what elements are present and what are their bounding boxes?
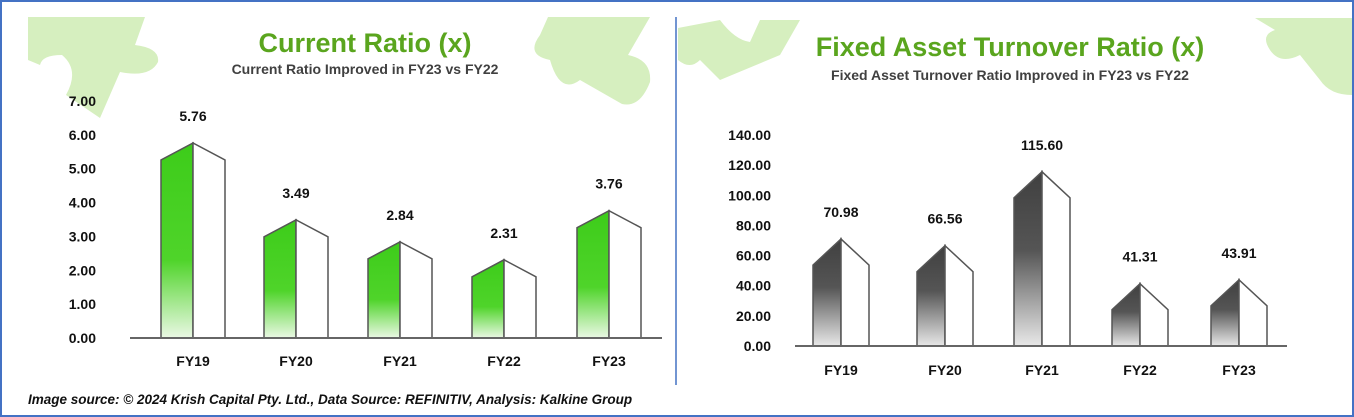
x-tick-label: FY23: [1222, 362, 1256, 378]
data-label: 41.31: [1122, 249, 1157, 265]
bar-right-face: [1139, 282, 1169, 347]
bar-left-face: [1013, 170, 1043, 347]
bar-right-face: [295, 218, 329, 339]
y-tick-label: 0.00: [69, 330, 96, 346]
x-tick-label: FY19: [176, 353, 210, 369]
chart-title: Current Ratio (x): [258, 28, 471, 58]
bar-right-face: [1238, 278, 1268, 347]
x-tick-label: FY23: [592, 353, 626, 369]
y-tick-label: 1.00: [69, 296, 96, 312]
y-tick-label: 0.00: [744, 338, 771, 354]
y-tick-label: 80.00: [736, 217, 771, 233]
x-tick-label: FY21: [383, 353, 417, 369]
source-note: Image source: © 2024 Krish Capital Pty. …: [28, 392, 633, 407]
data-label: 70.98: [823, 204, 858, 220]
current-ratio-chart: Current Ratio (x) Current Ratio Improved …: [69, 28, 662, 369]
bar-right-face: [1041, 170, 1071, 347]
y-tick-label: 5.00: [69, 161, 96, 177]
y-tick-label: 120.00: [728, 157, 771, 173]
chart-subtitle: Fixed Asset Turnover Ratio Improved in F…: [831, 67, 1189, 83]
bar-right-face: [840, 237, 870, 347]
bar-left-face: [367, 240, 401, 339]
x-tick-label: FY22: [487, 353, 521, 369]
bar-left-face: [812, 237, 842, 347]
y-tick-label: 20.00: [736, 308, 771, 324]
y-tick-label: 3.00: [69, 228, 96, 244]
bar-right-face: [944, 243, 974, 347]
bar-left-face: [576, 209, 610, 339]
bar-left-face: [160, 141, 194, 339]
y-tick-label: 100.00: [728, 187, 771, 203]
bar-left-face: [1111, 282, 1141, 347]
data-label: 3.49: [282, 185, 309, 201]
data-label: 115.60: [1021, 137, 1063, 153]
puzzle-decoration: [28, 17, 1352, 118]
y-tick-label: 6.00: [69, 127, 96, 143]
x-tick-label: FY22: [1123, 362, 1157, 378]
fixed-asset-turnover-chart: Fixed Asset Turnover Ratio (x) Fixed Asse…: [728, 32, 1287, 378]
y-tick-label: 2.00: [69, 262, 96, 278]
bar-right-face: [503, 258, 537, 339]
x-tick-label: FY21: [1025, 362, 1059, 378]
data-label: 3.76: [595, 176, 622, 192]
y-tick-label: 60.00: [736, 248, 771, 264]
bar-left-face: [263, 218, 297, 339]
chart-title: Fixed Asset Turnover Ratio (x): [816, 32, 1205, 62]
x-tick-label: FY20: [279, 353, 313, 369]
data-label: 2.31: [490, 225, 517, 241]
x-tick-label: FY20: [928, 362, 962, 378]
bar-left-face: [471, 258, 505, 339]
y-tick-label: 40.00: [736, 278, 771, 294]
data-label: 5.76: [179, 108, 206, 124]
bar-left-face: [916, 243, 946, 347]
bar-left-face: [1210, 278, 1240, 347]
bar-right-face: [192, 141, 226, 339]
y-tick-label: 4.00: [69, 195, 96, 211]
bar-right-face: [608, 209, 642, 339]
data-label: 2.84: [386, 207, 413, 223]
data-label: 66.56: [927, 211, 962, 227]
x-tick-label: FY19: [824, 362, 858, 378]
y-tick-label: 7.00: [69, 93, 96, 109]
bar-right-face: [399, 240, 433, 339]
y-tick-label: 140.00: [728, 127, 771, 143]
data-label: 43.91: [1221, 245, 1256, 261]
chart-subtitle: Current Ratio Improved in FY23 vs FY22: [232, 61, 499, 77]
